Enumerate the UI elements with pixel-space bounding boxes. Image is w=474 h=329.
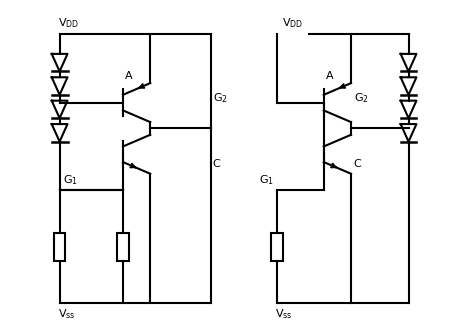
Text: G$_\mathregular{1}$: G$_\mathregular{1}$ (63, 174, 77, 188)
Text: C: C (213, 159, 220, 169)
Text: G$_\mathregular{2}$: G$_\mathregular{2}$ (354, 91, 369, 105)
Text: V$_\mathregular{DD}$: V$_\mathregular{DD}$ (282, 17, 303, 31)
Text: V$_\mathregular{ss}$: V$_\mathregular{ss}$ (275, 307, 292, 321)
Text: C: C (353, 159, 361, 169)
Text: A: A (125, 71, 133, 81)
Text: G$_\mathregular{1}$: G$_\mathregular{1}$ (259, 174, 274, 188)
Text: A: A (326, 71, 333, 81)
Text: V$_\mathregular{ss}$: V$_\mathregular{ss}$ (58, 307, 75, 321)
Text: V$_\mathregular{DD}$: V$_\mathregular{DD}$ (58, 17, 79, 31)
Bar (54, 233, 65, 261)
Bar (271, 233, 283, 261)
Text: G$_\mathregular{2}$: G$_\mathregular{2}$ (213, 91, 228, 105)
Bar (117, 233, 129, 261)
